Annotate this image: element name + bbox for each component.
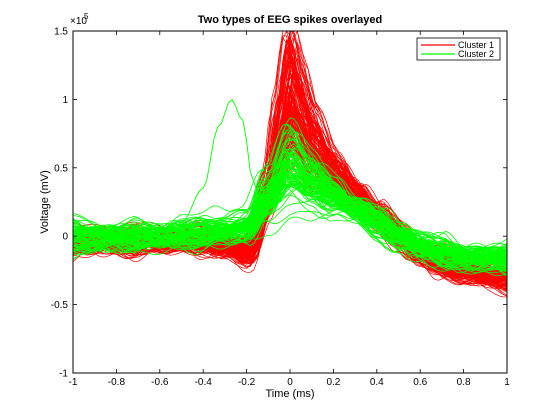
y-tick-label: -1 bbox=[59, 369, 68, 380]
x-tick-label: 0.2 bbox=[326, 377, 340, 388]
ticks-layer: -1 -0.8 -0.6 -0.4 -0.2 0 0.2 0.4 0.6 0.8 1 -1 -0.5 0 0… bbox=[51, 27, 510, 389]
chart-title: Two types of EEG spikes overlayed bbox=[198, 14, 382, 26]
y-tick-label: -0.5 bbox=[51, 300, 69, 311]
x-tick-label: 0 bbox=[287, 377, 293, 388]
y-tick-label: 1 bbox=[62, 95, 68, 106]
x-tick-label: -0.4 bbox=[195, 377, 213, 388]
legend-label-cluster-2: Cluster 2 bbox=[458, 49, 494, 59]
cluster-2-trace bbox=[72, 130, 508, 266]
y-tick-label: 1.5 bbox=[54, 27, 68, 38]
x-tick-label: -0.6 bbox=[151, 377, 169, 388]
x-tick-label: 0.4 bbox=[370, 377, 384, 388]
cluster-2-trace bbox=[72, 167, 508, 264]
cluster-2-trace bbox=[72, 138, 508, 268]
x-tick-label: -0.8 bbox=[108, 377, 126, 388]
cluster-2-trace bbox=[72, 172, 508, 261]
y-tick-label: 0.5 bbox=[54, 163, 68, 174]
cluster-2-outlier-trace bbox=[73, 99, 507, 258]
y-exponent-power: 5 bbox=[84, 12, 89, 21]
y-axis-label: Voltage (mV) bbox=[39, 170, 51, 234]
cluster-2-trace bbox=[72, 137, 508, 264]
y-tick-label: 0 bbox=[62, 232, 68, 243]
cluster-2-trace bbox=[72, 151, 508, 266]
x-axis-label: Time (ms) bbox=[265, 388, 314, 400]
legend: Cluster 1 Cluster 2 bbox=[416, 37, 501, 61]
x-tick-label: 0.8 bbox=[457, 377, 471, 388]
cluster-2-trace bbox=[72, 176, 508, 257]
legend-label-cluster-1: Cluster 1 bbox=[458, 40, 494, 50]
x-tick-label: 1 bbox=[504, 377, 510, 388]
x-tick-label: -1 bbox=[69, 377, 78, 388]
x-tick-label: 0.6 bbox=[413, 377, 427, 388]
x-tick-label: -0.2 bbox=[238, 377, 256, 388]
cluster-2-trace bbox=[72, 163, 508, 265]
cluster-2-trace bbox=[72, 165, 508, 265]
cluster-2-trace bbox=[72, 207, 508, 254]
cluster-2-trace bbox=[72, 181, 508, 263]
y-exponent-label: ×10 bbox=[70, 16, 87, 27]
series-layer bbox=[72, 30, 508, 298]
cluster-2-trace bbox=[72, 155, 508, 257]
plot-area bbox=[73, 31, 507, 373]
cluster-2-trace bbox=[72, 182, 508, 269]
